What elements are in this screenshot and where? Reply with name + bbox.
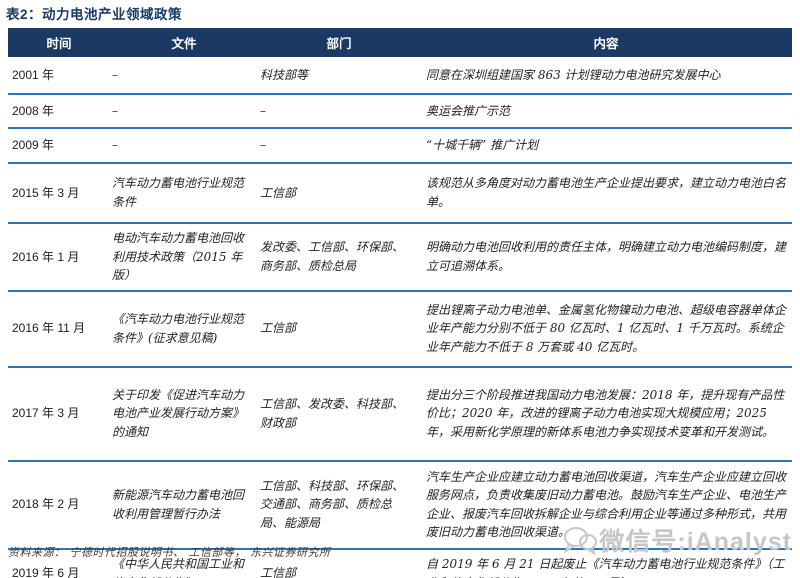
- table-title: 表2：动力电池产业领域政策: [6, 7, 183, 22]
- watermark: 微信号:iAnalyst: [563, 522, 792, 558]
- cell-time: 2016 年 1 月: [8, 223, 110, 292]
- table-header: 时间 文件 部门 内容: [8, 28, 792, 57]
- cell-dept: –: [258, 128, 420, 164]
- cell-dept: –: [258, 94, 420, 129]
- table-row: 2016 年 11 月 《汽车动力电池行业规范条件》(征求意见稿) 工信部 提出…: [8, 290, 792, 368]
- cell-doc: 《中华人民共和国工业和信息化部公告》: [110, 548, 258, 578]
- cell-dept: 工信部: [258, 290, 420, 368]
- cell-content: 同意在深圳组建国家 863 计划锂动力电池研究发展中心: [420, 57, 792, 95]
- column-header-time: 时间: [8, 28, 110, 57]
- cell-dept: 科技部等: [258, 57, 420, 95]
- cell-dept: 工信部: [258, 163, 420, 224]
- table-row: 2018 年 2 月 新能源汽车动力蓄电池回收利用管理暂行办法 工信部、科技部、…: [8, 460, 792, 550]
- cell-doc: –: [110, 128, 258, 164]
- cell-time: 2009 年: [8, 128, 110, 164]
- table-row: 2001 年 – 科技部等 同意在深圳组建国家 863 计划锂动力电池研究发展中…: [8, 57, 792, 95]
- cell-dept: 发改委、工信部、环保部、商务部、质检总局: [258, 223, 420, 292]
- column-header-content: 内容: [420, 28, 792, 57]
- cell-time: 2015 年 3 月: [8, 163, 110, 224]
- cell-time: 2001 年: [8, 57, 110, 95]
- cell-content: 明确动力电池回收利用的责任主体，明确建立动力电池编码制度，建立可追溯体系。: [420, 223, 792, 292]
- cell-doc: 电动汽车动力蓄电池回收利用技术政策（2015 年版）: [110, 223, 258, 292]
- table-row: 2008 年 – – 奥运会推广示范: [8, 94, 792, 129]
- table-row: 2015 年 3 月 汽车动力蓄电池行业规范条件 工信部 该规范从多角度对动力蓄…: [8, 163, 792, 224]
- table-row: 2016 年 1 月 电动汽车动力蓄电池回收利用技术政策（2015 年版） 发改…: [8, 223, 792, 292]
- cell-doc: –: [110, 57, 258, 95]
- cell-content: 自 2019 年 6 月 21 日起废止《汽车动力蓄电池行业规范条件》（工业和信…: [420, 548, 792, 578]
- cell-time: 2016 年 11 月: [8, 290, 110, 368]
- watermark-text: 微信号:iAnalyst: [599, 528, 792, 556]
- cell-doc: 关于印发《促进汽车动力电池产业发展行动方案》的通知: [110, 366, 258, 462]
- cell-dept: 工信部、科技部、环保部、交通部、商务部、质检总局、能源局: [258, 460, 420, 550]
- cell-doc: 汽车动力蓄电池行业规范条件: [110, 163, 258, 224]
- cell-content: 奥运会推广示范: [420, 94, 792, 129]
- table-row: 2009 年 – – “十城千辆” 推广计划: [8, 128, 792, 164]
- cell-doc: 新能源汽车动力蓄电池回收利用管理暂行办法: [110, 460, 258, 550]
- policy-table: 时间 文件 部门 内容 2001 年 – 科技部等 同意在深圳组建国家 863 …: [8, 28, 792, 578]
- table-body: 2001 年 – 科技部等 同意在深圳组建国家 863 计划锂动力电池研究发展中…: [8, 57, 792, 578]
- column-header-dept: 部门: [258, 28, 420, 57]
- cell-content: “十城千辆” 推广计划: [420, 128, 792, 164]
- table-row: 2019 年 6 月 《中华人民共和国工业和信息化部公告》 工信部 自 2019…: [8, 548, 792, 578]
- source-note: 资料来源： 宁德时代招股说明书、 工信部等， 东兴证券研究所: [8, 546, 331, 559]
- wechat-icon: [563, 525, 598, 555]
- cell-time: 2019 年 6 月: [8, 548, 110, 578]
- cell-content: 提出锂离子动力电池单、金属氢化物镍动力电池、超级电容器单体企业年产能力分别不低于…: [420, 290, 792, 368]
- cell-dept: 工信部: [258, 548, 420, 578]
- table-row: 2017 年 3 月 关于印发《促进汽车动力电池产业发展行动方案》的通知 工信部…: [8, 366, 792, 462]
- cell-doc: 《汽车动力电池行业规范条件》(征求意见稿): [110, 290, 258, 368]
- cell-time: 2017 年 3 月: [8, 366, 110, 462]
- column-header-doc: 文件: [110, 28, 258, 57]
- cell-time: 2008 年: [8, 94, 110, 129]
- cell-doc: –: [110, 94, 258, 129]
- cell-content: 提出分三个阶段推进我国动力电池发展：2018 年，提升现有产品性价比；2020 …: [420, 366, 792, 462]
- header-row: 时间 文件 部门 内容: [8, 28, 792, 57]
- cell-content: 汽车生产企业应建立动力蓄电池回收渠道，汽车生产企业应建立回收服务网点，负责收集废…: [420, 460, 792, 550]
- cell-content: 该规范从多角度对动力蓄电池生产企业提出要求，建立动力电池白名单。: [420, 163, 792, 224]
- cell-dept: 工信部、发改委、科技部、财政部: [258, 366, 420, 462]
- cell-time: 2018 年 2 月: [8, 460, 110, 550]
